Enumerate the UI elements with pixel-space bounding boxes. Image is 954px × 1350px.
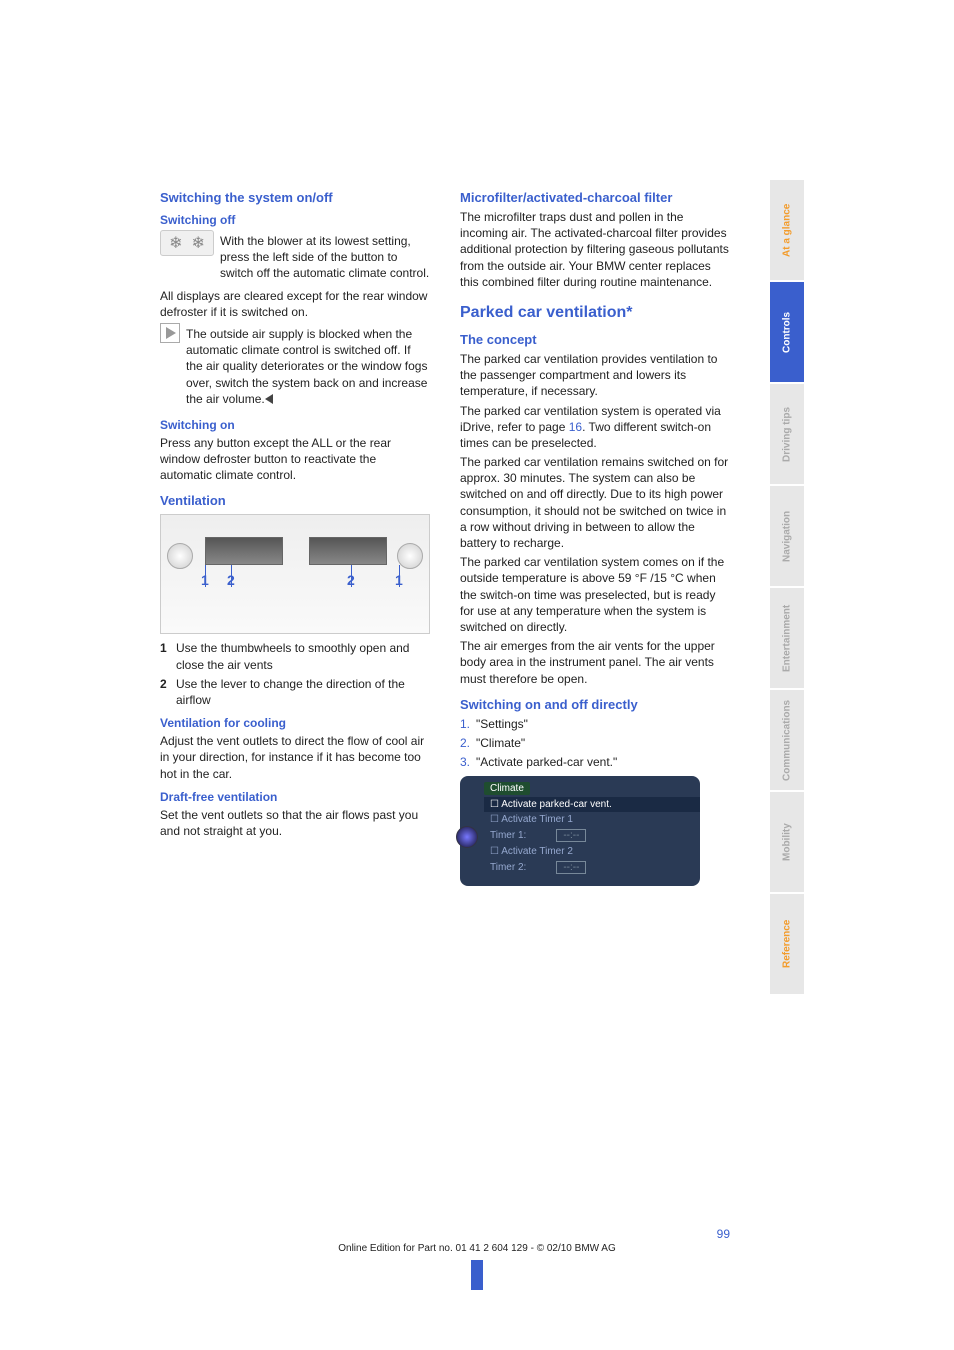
list-item: 2."Climate": [476, 735, 730, 751]
vent-cooling-text: Adjust the vent outlets to direct the fl…: [160, 733, 430, 782]
sidebar-tab-navigation[interactable]: Navigation: [770, 486, 804, 586]
screen-row-timer1-act: ☐ Activate Timer 1: [484, 812, 700, 827]
draft-free-text: Set the vent outlets so that the air flo…: [160, 807, 430, 839]
heading-parked-car-vent: Parked car ventilation*: [460, 304, 730, 322]
right-column: Microfilter/activated-charcoal filter Th…: [460, 180, 730, 994]
left-column: Switching the system on/off Switching of…: [160, 180, 430, 994]
page-number: 99: [0, 1227, 770, 1241]
switch-off-block: ❄ ❄ With the blower at its lowest settin…: [160, 230, 430, 285]
list-text: "Activate parked-car vent.": [476, 755, 617, 769]
page-footer: 99 Online Edition for Part no. 01 41 2 6…: [0, 1227, 954, 1290]
switch-off-note: The outside air supply is blocked when t…: [186, 326, 430, 407]
concept-p5: The air emerges from the air vents for t…: [460, 638, 730, 687]
footer-bar-icon: [471, 1260, 483, 1290]
heading-switching-off: Switching off: [160, 213, 430, 227]
heading-the-concept: The concept: [460, 332, 730, 347]
concept-p2: The parked car ventilation system is ope…: [460, 403, 730, 452]
screen-row-timer2: Timer 2:--:--: [484, 859, 700, 876]
heading-vent-cooling: Ventilation for cooling: [160, 716, 430, 730]
page: Switching the system on/off Switching of…: [0, 0, 954, 994]
heading-microfilter: Microfilter/activated-charcoal filter: [460, 190, 730, 205]
list-item: 1."Settings": [476, 716, 730, 732]
screen-row-timer1: Timer 1:--:--: [484, 827, 700, 844]
switch-off-note-text: The outside air supply is blocked when t…: [186, 327, 427, 406]
screen-row-timer2-act: ☐ Activate Timer 2: [484, 844, 700, 859]
concept-p4: The parked car ventilation system comes …: [460, 554, 730, 635]
caution-icon: [160, 323, 180, 343]
screen-header: Climate: [484, 782, 530, 795]
content-area: Switching the system on/off Switching of…: [0, 0, 770, 994]
sidebar-tab-at-a-glance[interactable]: At a glance: [770, 180, 804, 280]
sidebar-tab-controls[interactable]: Controls: [770, 282, 804, 382]
switch-off-p2: All displays are cleared except for the …: [160, 288, 430, 320]
sidebar-tab-communications[interactable]: Communications: [770, 690, 804, 790]
end-marker-icon: [265, 394, 273, 404]
sidebar-tab-reference[interactable]: Reference: [770, 894, 804, 994]
list-item: 1Use the thumbwheels to smoothly open an…: [176, 640, 430, 672]
concept-p1: The parked car ventilation provides vent…: [460, 351, 730, 400]
switch-off-note-block: The outside air supply is blocked when t…: [160, 323, 430, 410]
heading-draft-free: Draft-free ventilation: [160, 790, 430, 804]
sidebar-tab-mobility[interactable]: Mobility: [770, 792, 804, 892]
idrive-screenshot: Climate ☐ Activate parked-car vent. ☐ Ac…: [460, 776, 700, 886]
page-link-16[interactable]: 16: [569, 420, 582, 434]
sidebar-tab-entertainment[interactable]: Entertainment: [770, 588, 804, 688]
switch-directly-list: 1."Settings" 2."Climate" 3."Activate par…: [460, 716, 730, 771]
switch-on-text: Press any button except the ALL or the r…: [160, 435, 430, 484]
concept-p3: The parked car ventilation remains switc…: [460, 454, 730, 551]
list-text: "Climate": [476, 736, 525, 750]
sidebar-tab-driving-tips[interactable]: Driving tips: [770, 384, 804, 484]
list-text: "Settings": [476, 717, 528, 731]
sidebar-tabs: At a glanceControlsDriving tipsNavigatio…: [770, 0, 804, 994]
footer-edition-line: Online Edition for Part no. 01 41 2 604 …: [338, 1243, 616, 1254]
heading-ventilation: Ventilation: [160, 493, 430, 508]
list-item: 3."Activate parked-car vent.": [476, 754, 730, 770]
ventilation-list: 1Use the thumbwheels to smoothly open an…: [160, 640, 430, 708]
switch-off-text: With the blower at its lowest setting, p…: [220, 233, 430, 282]
idrive-knob-icon: [456, 826, 478, 848]
list-item: 2Use the lever to change the direction o…: [176, 676, 430, 708]
ventilation-image: 1 2 2 1: [160, 514, 430, 634]
heading-switching-on: Switching on: [160, 418, 430, 432]
fan-button-icon: ❄ ❄: [160, 230, 214, 256]
heading-switch-directly: Switching on and off directly: [460, 697, 730, 712]
list-text: Use the lever to change the direction of…: [176, 677, 405, 707]
heading-switching-system: Switching the system on/off: [160, 190, 430, 205]
microfilter-text: The microfilter traps dust and pollen in…: [460, 209, 730, 290]
list-text: Use the thumbwheels to smoothly open and…: [176, 641, 409, 671]
screen-row-activate: ☐ Activate parked-car vent.: [484, 797, 700, 812]
